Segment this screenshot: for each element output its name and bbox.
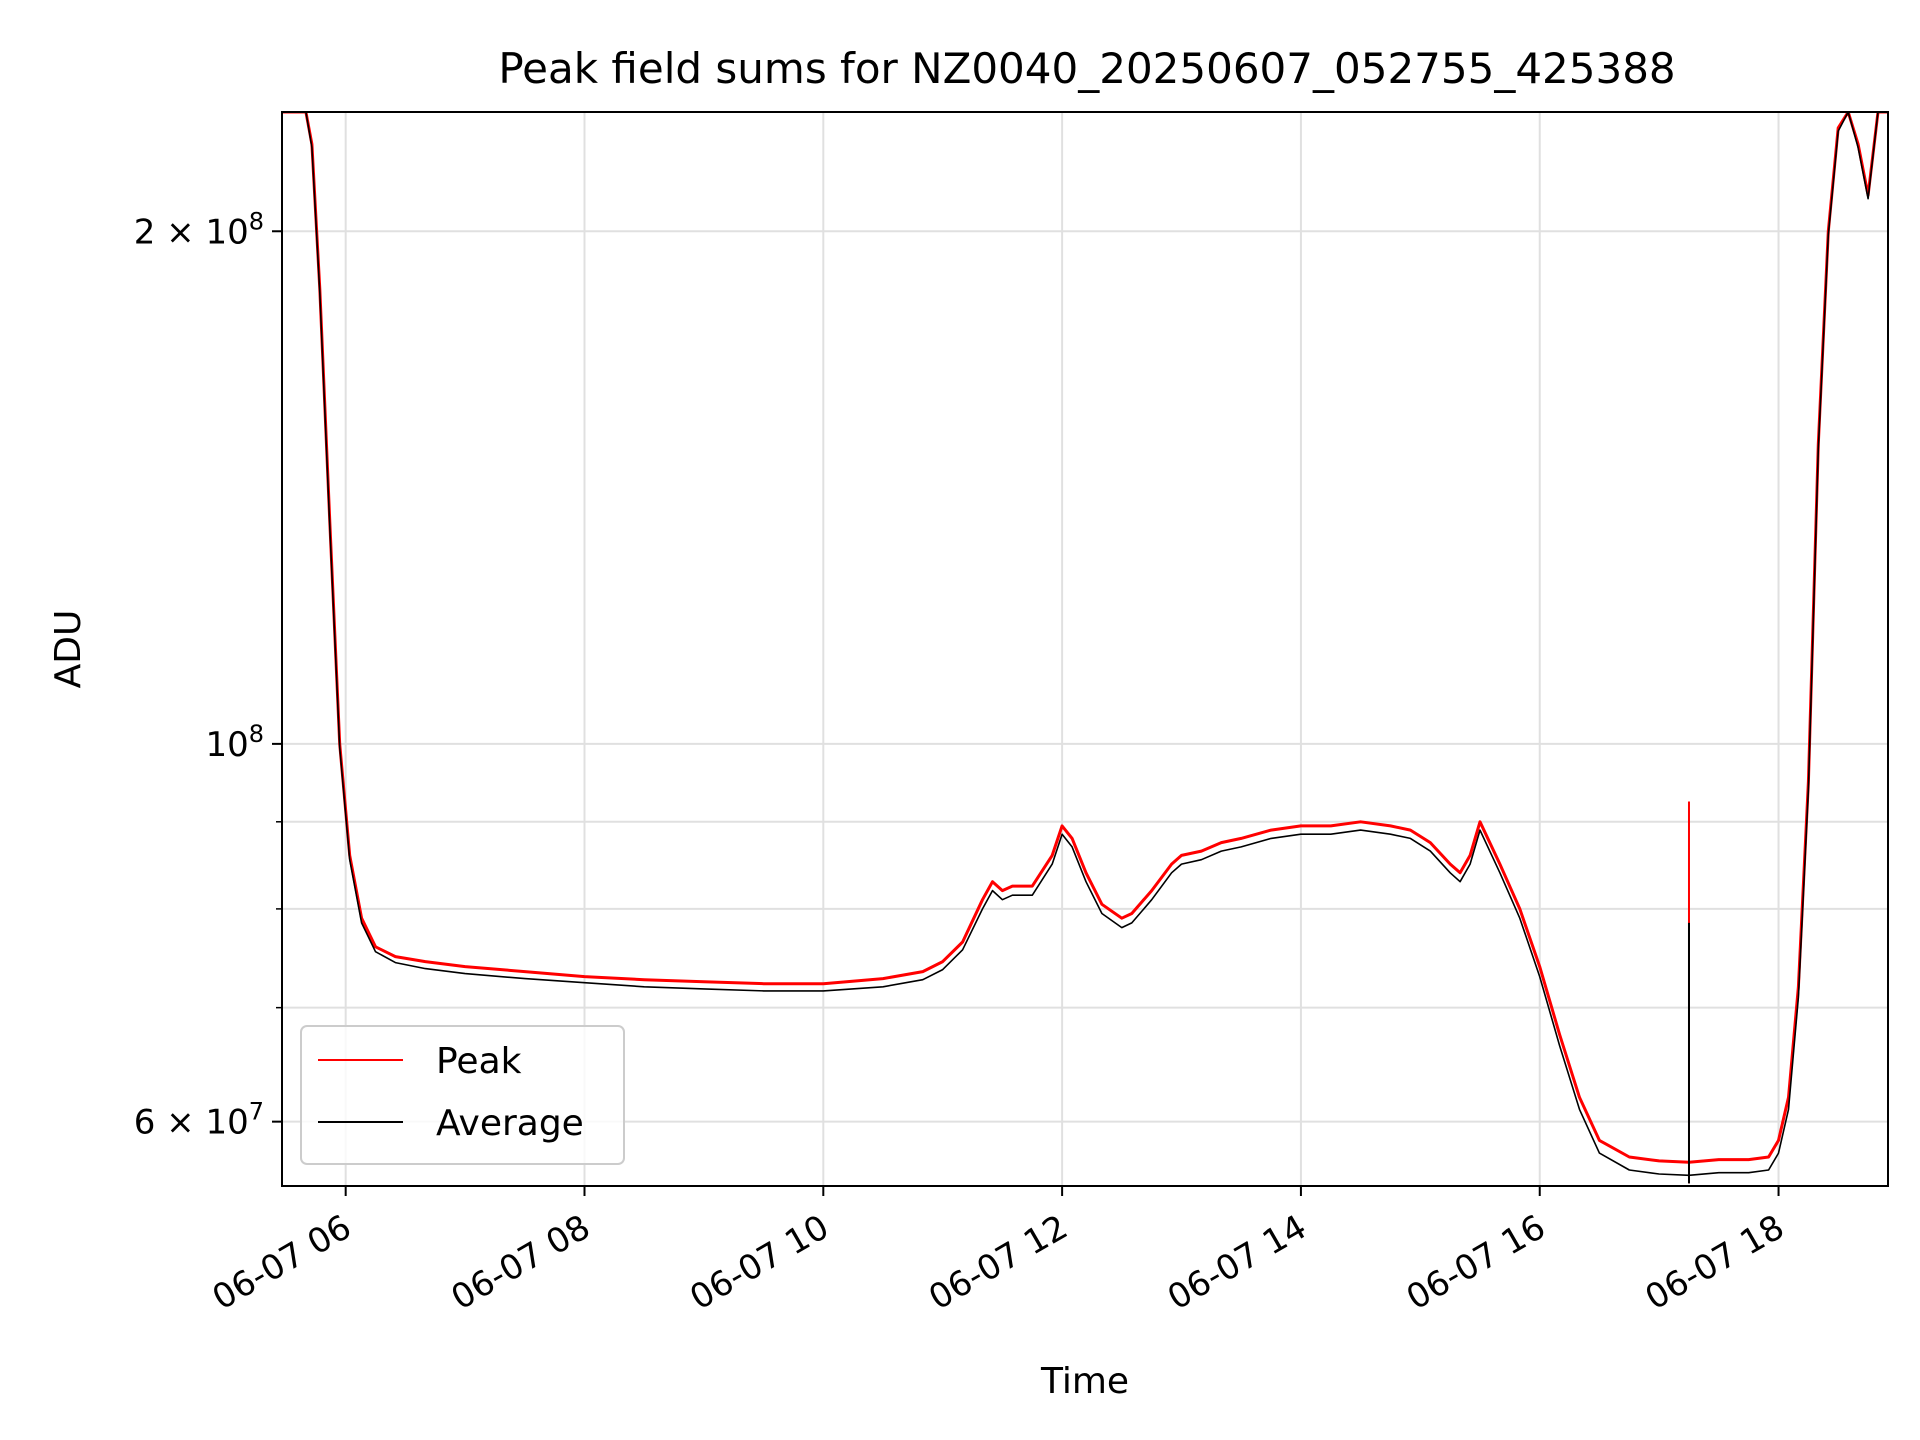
legend: Peak Average bbox=[300, 1025, 625, 1165]
series-line-average bbox=[282, 112, 1888, 1177]
series-line-peak bbox=[282, 112, 1888, 1164]
y-tick-label: 6 × 107 bbox=[134, 1098, 264, 1143]
x-axis-label: Time bbox=[1040, 1361, 1129, 1402]
plot-frame bbox=[281, 111, 1889, 1187]
y-tick-label: 2 × 108 bbox=[134, 207, 264, 252]
chart-title: Peak field sums for NZ0040_20250607_0527… bbox=[498, 44, 1675, 93]
legend-average-label: Average bbox=[436, 1103, 584, 1144]
y-axis-label: ADU bbox=[48, 610, 89, 689]
legend-peak-label: Peak bbox=[436, 1041, 522, 1082]
grid bbox=[282, 112, 1888, 1186]
series-layer bbox=[282, 112, 1888, 1184]
y-tick-label: 108 bbox=[205, 720, 264, 765]
